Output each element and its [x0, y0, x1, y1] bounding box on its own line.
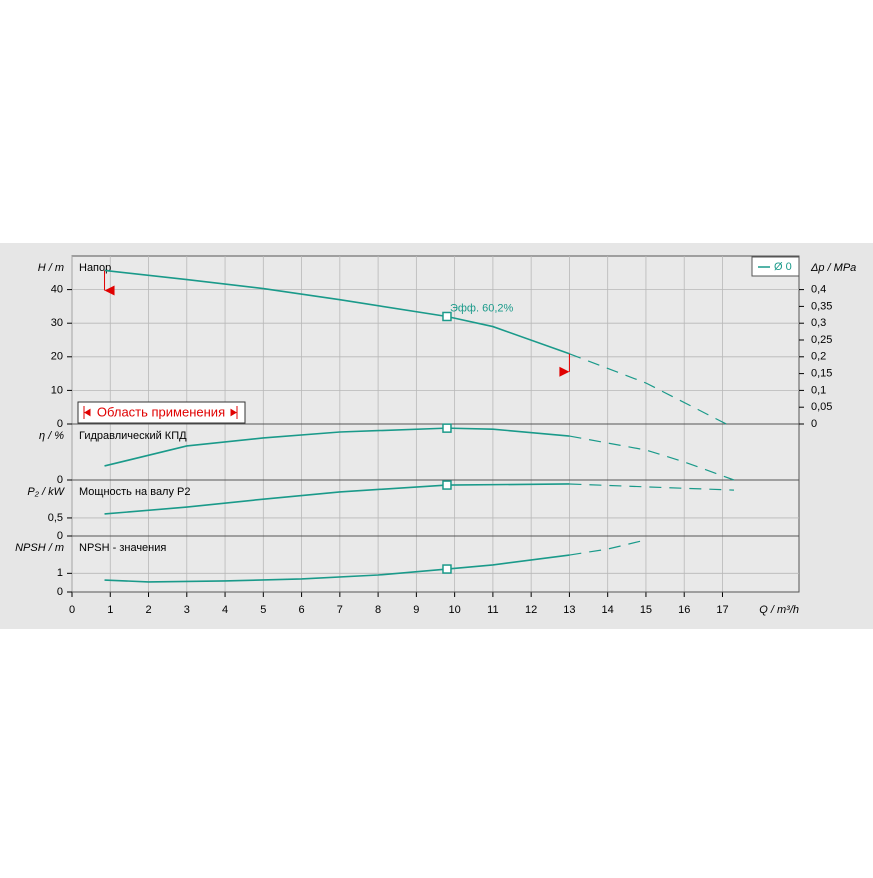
- x-tick-label: 6: [299, 604, 305, 616]
- y-tick-label: 1: [57, 567, 63, 579]
- x-tick-label: 3: [184, 604, 190, 616]
- y2-tick-label: 0,05: [811, 401, 832, 413]
- panel-title: Мощность на валу P2: [79, 486, 191, 498]
- y-axis-label: η / %: [39, 430, 64, 442]
- legend: [751, 256, 800, 277]
- y2-tick-label: 0,25: [811, 334, 832, 346]
- y2-axis-label: Δp / MPa: [810, 262, 856, 274]
- x-tick-label: 11: [487, 604, 498, 616]
- x-tick-label: 9: [413, 604, 419, 616]
- x-tick-label: 5: [260, 604, 266, 616]
- x-tick-label: 14: [602, 604, 614, 616]
- curve-extension: [569, 539, 647, 556]
- curve-extension: [569, 353, 727, 425]
- y2-tick-label: 0,2: [811, 351, 826, 363]
- annotation: Эфф. 60,2%: [450, 302, 514, 314]
- y2-tick-label: 0,15: [811, 368, 832, 380]
- x-axis-label: Q / m³/h: [759, 604, 799, 616]
- duty-point: [442, 423, 452, 433]
- y2-tick-label: 0,4: [811, 284, 826, 296]
- range-label: Область применения: [97, 404, 225, 419]
- x-tick-label: 4: [222, 604, 228, 616]
- legend-label: Ø 0: [774, 261, 792, 273]
- panel-title: Гидравлический КПД: [79, 430, 187, 442]
- x-tick-label: 2: [145, 604, 151, 616]
- y-tick-label: 0: [57, 418, 63, 430]
- y-tick-label: 30: [51, 317, 63, 329]
- curve-extension: [569, 483, 734, 491]
- x-tick-label: 16: [678, 604, 690, 616]
- x-tick-label: 15: [640, 604, 652, 616]
- y-axis-label: P₂ / kW: [27, 486, 65, 498]
- x-tick-label: 0: [69, 604, 75, 616]
- x-tick-label: 1: [107, 604, 113, 616]
- curve-extension: [569, 435, 735, 481]
- duty-point: [442, 564, 452, 574]
- y-tick-label: 20: [51, 351, 63, 363]
- panel-title: NPSH - значения: [79, 542, 166, 554]
- y-tick-label: 0: [57, 474, 63, 486]
- panel-title: Напор: [79, 262, 111, 274]
- x-tick-label: 17: [716, 604, 728, 616]
- x-tick-label: 12: [525, 604, 537, 616]
- x-tick-label: 13: [563, 604, 575, 616]
- y-axis-label: NPSH / m: [15, 542, 64, 554]
- y2-tick-label: 0: [811, 418, 817, 430]
- curve: [104, 427, 570, 467]
- y-axis-label: H / m: [38, 262, 64, 274]
- range-box: [77, 401, 246, 424]
- x-tick-label: 8: [375, 604, 381, 616]
- range-end-arrow: [559, 366, 570, 377]
- duty-point: [442, 480, 452, 490]
- y-tick-label: 0: [57, 586, 63, 598]
- duty-point: [442, 311, 452, 322]
- range-box-arrows: [83, 406, 238, 419]
- curve: [104, 269, 570, 355]
- curve: [104, 554, 570, 583]
- y2-tick-label: 0,3: [811, 317, 826, 329]
- y-tick-label: 0: [57, 530, 63, 542]
- y2-tick-label: 0,1: [811, 384, 826, 396]
- y-tick-label: 10: [51, 384, 63, 396]
- x-tick-label: 7: [337, 604, 343, 616]
- y-tick-label: 0,5: [48, 512, 63, 524]
- y-tick-label: 40: [51, 284, 63, 296]
- curve: [104, 483, 570, 515]
- x-tick-label: 10: [449, 604, 461, 616]
- y2-tick-label: 0,35: [811, 300, 832, 312]
- range-start-arrow: [104, 285, 115, 296]
